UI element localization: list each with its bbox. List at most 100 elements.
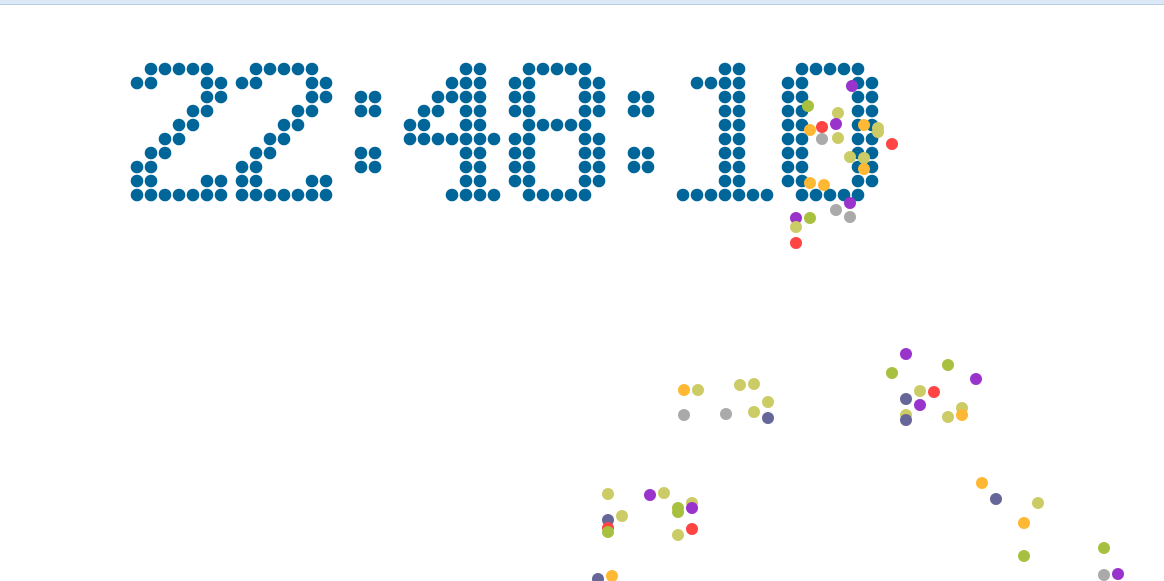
clock-dot	[704, 188, 718, 202]
clock-dot	[781, 160, 795, 174]
clock-dot	[732, 118, 746, 132]
ball	[816, 121, 828, 133]
clock-dot	[522, 118, 536, 132]
clock-dot	[536, 118, 550, 132]
clock-dot	[522, 76, 536, 90]
clock-dot	[144, 188, 158, 202]
ball	[830, 118, 842, 130]
clock-dot	[172, 62, 186, 76]
clock-dot	[641, 160, 655, 174]
clock-dot	[564, 188, 578, 202]
clock-dot	[550, 118, 564, 132]
clock-dot	[550, 188, 564, 202]
ball	[606, 570, 618, 581]
clock-dot	[823, 188, 837, 202]
clock-dot	[487, 132, 501, 146]
clock-dot	[627, 146, 641, 160]
clock-dot	[508, 90, 522, 104]
clock-dot	[718, 104, 732, 118]
ball	[748, 406, 760, 418]
clock-dot	[795, 132, 809, 146]
clock-dot	[473, 90, 487, 104]
clock-dot	[431, 104, 445, 118]
clock-dot	[732, 160, 746, 174]
ball	[802, 100, 814, 112]
clock-dot	[522, 104, 536, 118]
clock-dot	[445, 76, 459, 90]
ball	[804, 177, 816, 189]
clock-dot	[144, 174, 158, 188]
clock-dot	[732, 90, 746, 104]
clock-dot	[459, 188, 473, 202]
clock-dot	[277, 132, 291, 146]
clock-dot	[235, 188, 249, 202]
clock-dot	[459, 90, 473, 104]
clock-dot	[508, 174, 522, 188]
clock-dot	[851, 90, 865, 104]
ball	[804, 124, 816, 136]
clock-dot	[291, 104, 305, 118]
ball	[816, 133, 828, 145]
clock-dot	[781, 76, 795, 90]
clock-dot	[578, 90, 592, 104]
clock-dot	[459, 76, 473, 90]
clock-dot	[431, 132, 445, 146]
ball	[886, 367, 898, 379]
clock-dot	[200, 104, 214, 118]
clock-dot	[718, 90, 732, 104]
clock-dot	[403, 132, 417, 146]
ball	[900, 348, 912, 360]
clock-dot	[487, 188, 501, 202]
ball	[790, 221, 802, 233]
clock-dot	[732, 132, 746, 146]
clock-dot	[718, 62, 732, 76]
ball	[644, 489, 656, 501]
top-bar	[0, 0, 1164, 5]
clock-dot	[578, 146, 592, 160]
clock-dot	[641, 146, 655, 160]
ball	[858, 119, 870, 131]
clock-dot	[445, 90, 459, 104]
clock-dot	[445, 188, 459, 202]
clock-dot	[277, 118, 291, 132]
ball	[928, 386, 940, 398]
ball	[956, 409, 968, 421]
clock-dot	[403, 118, 417, 132]
clock-dot	[305, 174, 319, 188]
clock-dot	[718, 188, 732, 202]
ball	[1018, 550, 1030, 562]
clock-dot	[277, 188, 291, 202]
clock-dot	[718, 132, 732, 146]
ball	[830, 204, 842, 216]
clock-dot	[592, 174, 606, 188]
clock-dot	[319, 90, 333, 104]
clock-dot	[473, 160, 487, 174]
clock-dot	[865, 174, 879, 188]
clock-dot	[851, 174, 865, 188]
clock-dot	[851, 62, 865, 76]
clock-dot	[354, 146, 368, 160]
ball	[976, 477, 988, 489]
clock-dot	[200, 188, 214, 202]
clock-dot	[718, 160, 732, 174]
ball	[844, 197, 856, 209]
clock-dot	[214, 90, 228, 104]
ball	[790, 237, 802, 249]
clock-dot	[578, 104, 592, 118]
clock-dot	[564, 118, 578, 132]
clock-dot	[200, 174, 214, 188]
clock-dot	[158, 188, 172, 202]
ball	[872, 126, 884, 138]
clock-dot	[200, 90, 214, 104]
clock-dot	[592, 104, 606, 118]
ball	[832, 107, 844, 119]
clock-dot	[718, 174, 732, 188]
clock-dot	[809, 188, 823, 202]
clock-dot	[508, 104, 522, 118]
ball	[846, 80, 858, 92]
clock-dot	[718, 146, 732, 160]
clock-dot	[865, 104, 879, 118]
clock-dot	[592, 90, 606, 104]
ball	[970, 373, 982, 385]
clock-dot	[522, 188, 536, 202]
